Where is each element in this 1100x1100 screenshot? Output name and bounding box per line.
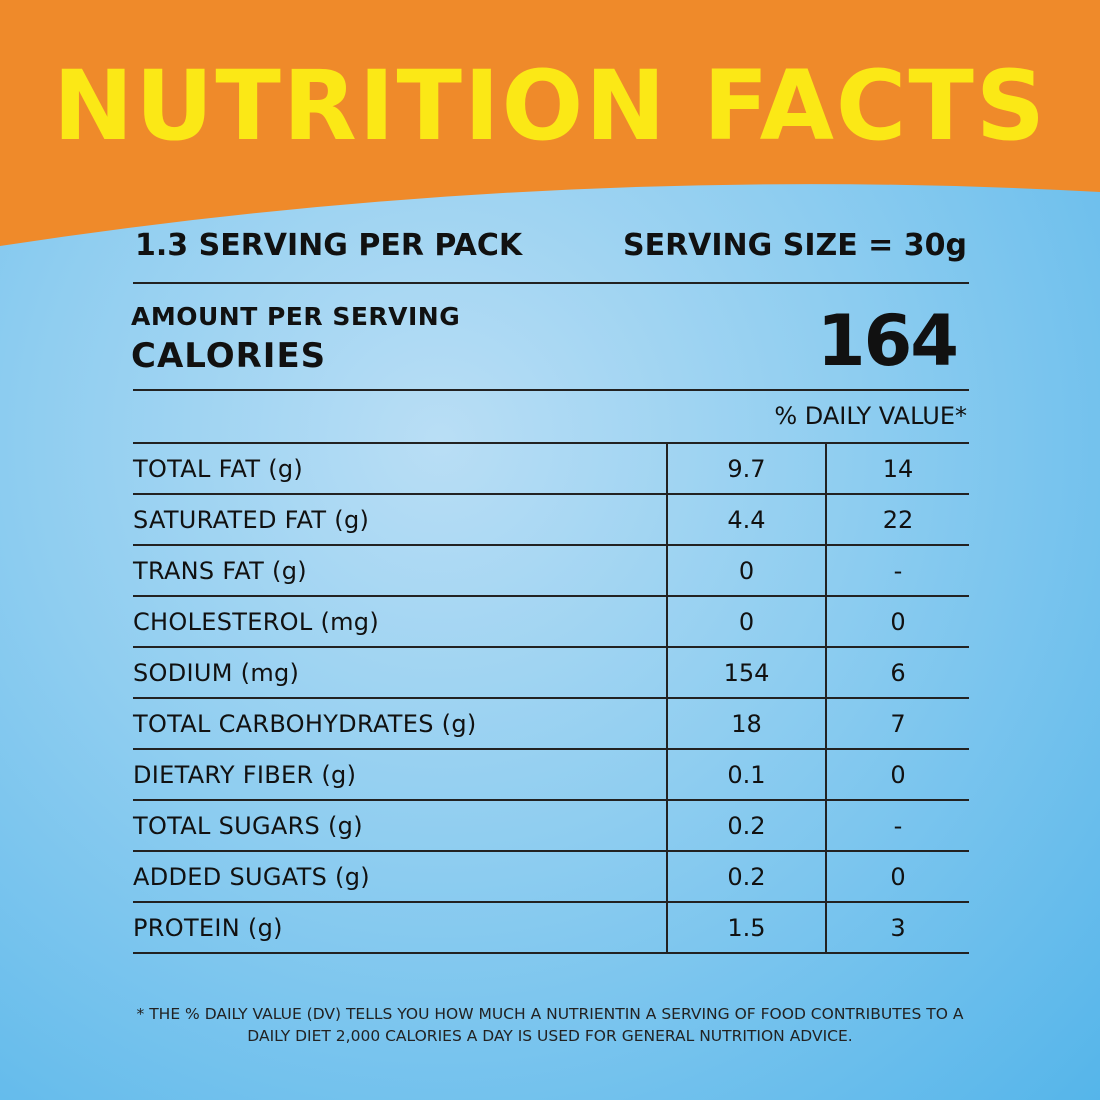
footnote-line-1: * THE % DAILY VALUE (DV) TELLS YOU HOW M… bbox=[136, 1005, 964, 1023]
nutrient-amount: 9.7 bbox=[666, 442, 827, 495]
nutrient-daily-value: - bbox=[826, 545, 969, 597]
nutrient-amount: 154 bbox=[666, 647, 827, 699]
nutrient-row: ADDED SUGATS (g) 0.2 0 bbox=[133, 851, 969, 903]
nutrient-row: DIETARY FIBER (g) 0.1 0 bbox=[133, 749, 969, 801]
calories-label: CALORIES bbox=[131, 336, 327, 376]
nutrient-row: CHOLESTEROL (mg) 0 0 bbox=[133, 596, 969, 648]
nutrient-name: DIETARY FIBER (g) bbox=[133, 749, 667, 801]
nutrient-row: SATURATED FAT (g) 4.4 22 bbox=[133, 494, 969, 546]
nutrient-name: SATURATED FAT (g) bbox=[133, 494, 667, 546]
divider-calories bbox=[133, 389, 969, 391]
nutrient-daily-value: 14 bbox=[826, 442, 969, 495]
nutrient-daily-value: 7 bbox=[826, 698, 969, 750]
nutrient-row: TOTAL CARBOHYDRATES (g) 18 7 bbox=[133, 698, 969, 750]
nutrient-amount: 0 bbox=[666, 545, 827, 597]
nutrient-name: SODIUM (mg) bbox=[133, 647, 667, 699]
nutrient-row: SODIUM (mg) 154 6 bbox=[133, 647, 969, 699]
nutrient-amount: 4.4 bbox=[666, 494, 827, 546]
nutrient-amount: 0.1 bbox=[666, 749, 827, 801]
nutrient-name: ADDED SUGATS (g) bbox=[133, 851, 667, 903]
nutrient-name: TOTAL FAT (g) bbox=[133, 442, 667, 495]
header-orange-banner bbox=[0, 0, 1100, 246]
nutrient-amount: 0 bbox=[666, 596, 827, 648]
nutrient-name: TOTAL CARBOHYDRATES (g) bbox=[133, 698, 667, 750]
nutrient-amount: 0.2 bbox=[666, 800, 827, 852]
nutrient-daily-value: 22 bbox=[826, 494, 969, 546]
nutrient-daily-value: - bbox=[826, 800, 969, 852]
nutrient-row: TOTAL FAT (g) 9.7 14 bbox=[133, 442, 969, 495]
footnote-line-2: DAILY DIET 2,000 CALORIES A DAY IS USED … bbox=[247, 1027, 853, 1045]
nutrient-name: TOTAL SUGARS (g) bbox=[133, 800, 667, 852]
nutrient-daily-value: 0 bbox=[826, 749, 969, 801]
daily-value-footnote: * THE % DAILY VALUE (DV) TELLS YOU HOW M… bbox=[100, 1003, 1000, 1047]
nutrient-name: CHOLESTEROL (mg) bbox=[133, 596, 667, 648]
amount-per-serving-label: AMOUNT PER SERVING bbox=[131, 302, 461, 331]
nutrient-daily-value: 0 bbox=[826, 596, 969, 648]
servings-per-pack: 1.3 SERVING PER PACK bbox=[135, 228, 523, 263]
nutrient-daily-value: 0 bbox=[826, 851, 969, 903]
nutrient-row: TRANS FAT (g) 0- bbox=[133, 545, 969, 597]
nutrient-table-body: TOTAL FAT (g) 9.7 14 SATURATED FAT (g) 4.4 22… bbox=[133, 442, 969, 954]
nutrient-daily-value: 3 bbox=[826, 902, 969, 954]
nutrient-table: TOTAL FAT (g) 9.7 14 SATURATED FAT (g) 4.4 22… bbox=[133, 442, 969, 954]
daily-value-header: % DAILY VALUE* bbox=[774, 402, 967, 430]
nutrient-amount: 1.5 bbox=[666, 902, 827, 954]
nutrient-name: PROTEIN (g) bbox=[133, 902, 667, 954]
calories-value: 164 bbox=[816, 300, 959, 382]
nutrient-row: TOTAL SUGARS (g) 0.2- bbox=[133, 800, 969, 852]
nutrient-row: PROTEIN (g) 1.5 3 bbox=[133, 902, 969, 954]
serving-size: SERVING SIZE = 30g bbox=[622, 228, 967, 263]
divider-serving bbox=[133, 282, 969, 284]
nutrient-amount: 0.2 bbox=[666, 851, 827, 903]
page-title: NUTRITION FACTS bbox=[53, 50, 1047, 162]
nutrient-daily-value: 6 bbox=[826, 647, 969, 699]
nutrient-amount: 18 bbox=[666, 698, 827, 750]
nutrient-name: TRANS FAT (g) bbox=[133, 545, 667, 597]
